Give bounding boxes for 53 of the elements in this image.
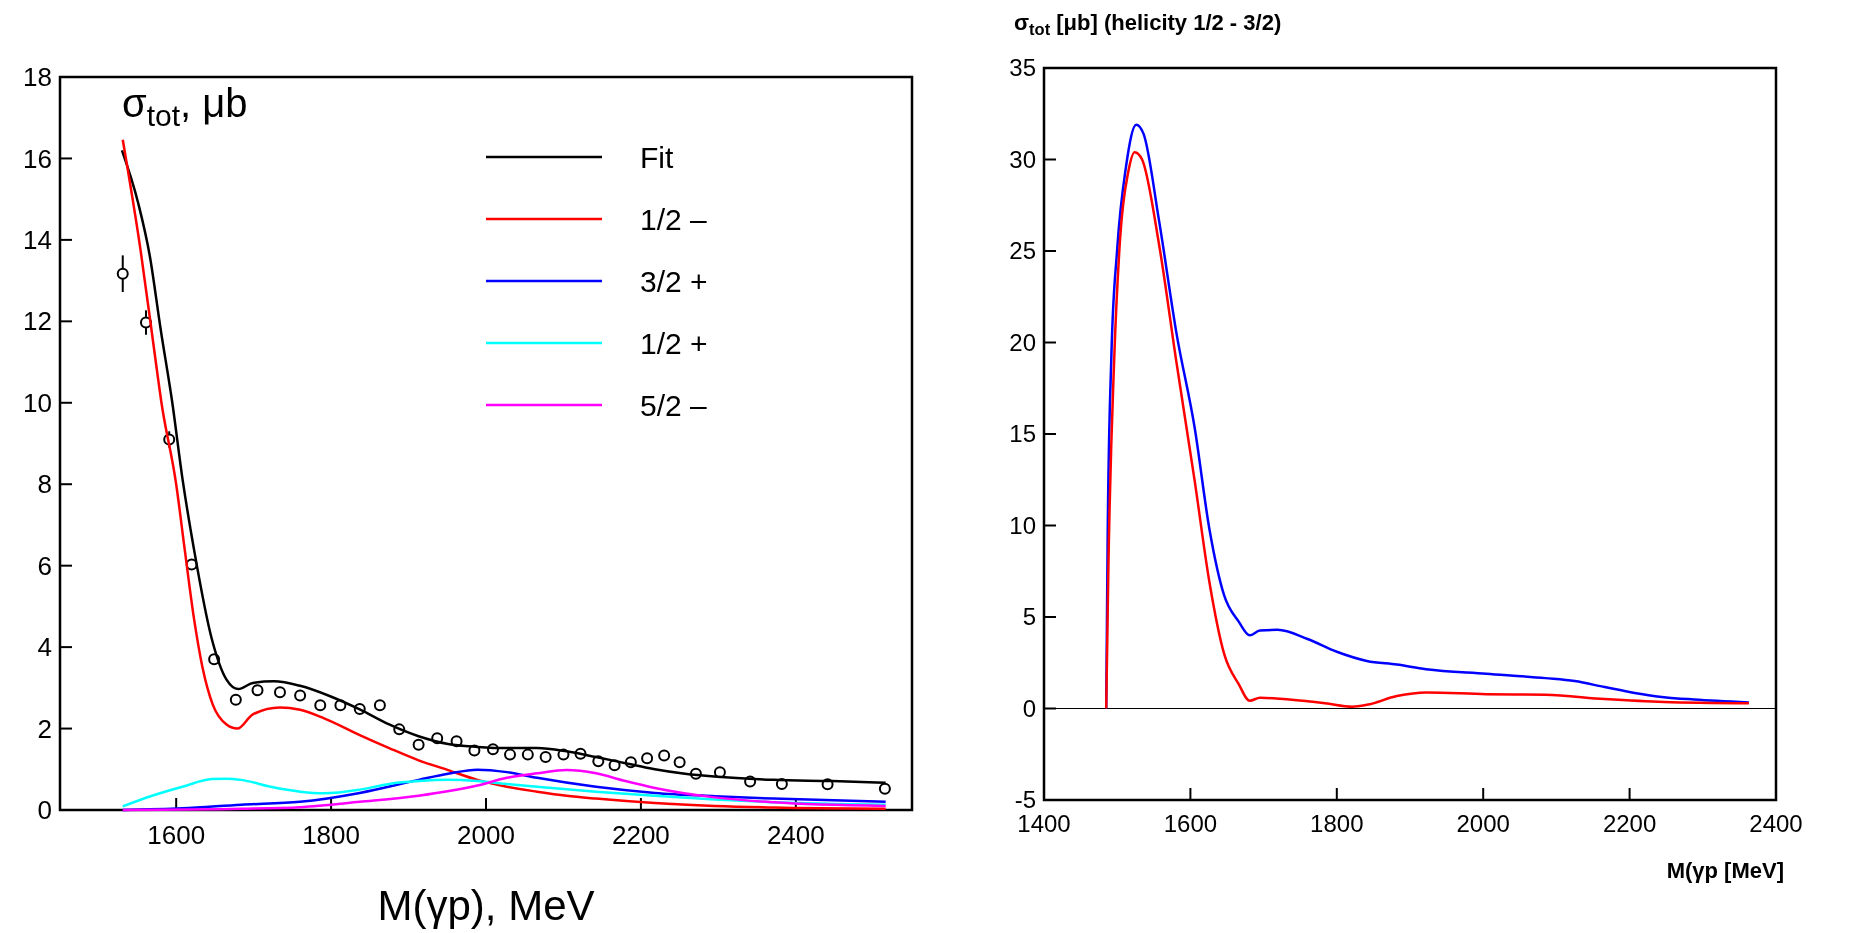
x-tick-label: 2200: [1602, 810, 1657, 837]
legend-label: 1/2 –: [640, 202, 708, 236]
y-axis-title: σ$_{tot}$, μb: [122, 81, 248, 132]
legend-label: Fit: [640, 140, 674, 174]
y-tick-label: 20: [1009, 328, 1036, 356]
x-tick-label: 2400: [1749, 810, 1803, 837]
x-tick-label: 2400: [766, 820, 825, 850]
point: [504, 748, 517, 761]
y-tick-label: 25: [1009, 237, 1036, 265]
y-tick-label: 12: [23, 306, 52, 337]
y-tick-label: 0: [1022, 694, 1036, 722]
x-tick-label: 2000: [457, 820, 515, 850]
x-axis-title: M(γp [MeV]: [1666, 858, 1784, 883]
point: [539, 751, 552, 764]
point: [314, 699, 327, 712]
x-tick-label: 1600: [1163, 810, 1218, 837]
y-axis-title: σ$_{tot}$ [μb] (helicity 1/2 - 3/2): [1014, 10, 1282, 39]
y-tick-label: 8: [37, 469, 52, 500]
legend-label: 5/2 –: [640, 388, 708, 422]
point: [521, 748, 534, 761]
point: [116, 267, 129, 280]
y-tick-label: 5: [1022, 603, 1036, 631]
point: [251, 684, 264, 697]
y-tick-label: 18: [23, 62, 52, 93]
y-tick-label: 16: [23, 143, 52, 174]
point: [294, 689, 307, 702]
point: [641, 752, 654, 765]
x-tick-label: 1800: [302, 820, 361, 850]
point: [658, 749, 671, 762]
y-tick-label: 35: [1009, 54, 1036, 82]
x-tick-label: 1800: [1310, 810, 1364, 837]
y-tick-label: 10: [1009, 511, 1036, 539]
point: [273, 686, 286, 699]
point: [229, 693, 242, 706]
x-tick-label: 2200: [611, 820, 670, 850]
y-tick-label: 15: [1009, 420, 1036, 448]
y-tick-label: 6: [37, 550, 52, 581]
x-axis-title: M(γp), MeV: [377, 882, 595, 929]
point: [713, 766, 726, 779]
x-tick-label: 2000: [1456, 810, 1510, 837]
point: [412, 738, 425, 751]
x-tick-label: 1600: [147, 820, 206, 850]
legend-label: 3/2 +: [640, 264, 708, 298]
y-tick-label: 0: [37, 795, 52, 826]
y-tick-label: 14: [23, 224, 52, 255]
y-tick-label: 2: [37, 713, 52, 744]
y-tick-label: 30: [1009, 145, 1036, 173]
legend-label: 1/2 +: [640, 326, 708, 360]
point: [673, 756, 686, 769]
y-tick-label: 10: [23, 387, 52, 418]
point: [373, 699, 386, 712]
y-tick-label: 4: [37, 632, 52, 663]
point: [878, 782, 891, 795]
